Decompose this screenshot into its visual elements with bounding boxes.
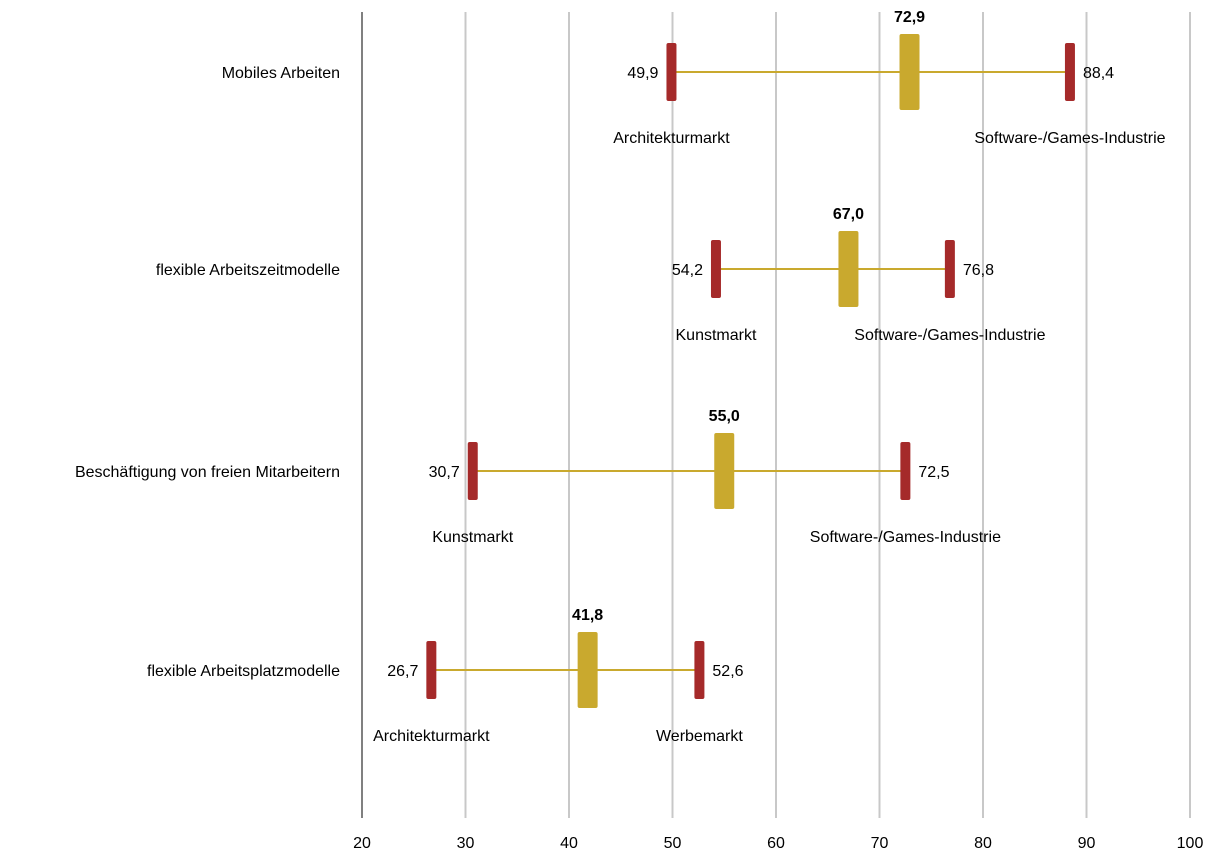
category-label: Mobiles Arbeiten — [222, 65, 340, 82]
chart-row: Beschäftigung von freien Mitarbeitern 30,… — [75, 408, 1001, 546]
max-marker — [1064, 43, 1075, 101]
x-tick-label: 20 — [353, 835, 371, 852]
mean-value-label: 41,8 — [572, 607, 603, 624]
min-marker — [426, 641, 437, 699]
chart-rows: Mobiles Arbeiten 49,9 88,4 72,9 Architekturm… — [75, 9, 1166, 745]
x-tick-label: 30 — [457, 835, 475, 852]
max-value-label: 72,5 — [918, 464, 949, 481]
mean-marker — [838, 231, 859, 307]
gridlines — [361, 12, 1191, 818]
mean-value-label: 67,0 — [833, 206, 864, 223]
min-marker — [467, 442, 478, 500]
mean-marker — [899, 34, 920, 110]
mean-value-label: 72,9 — [894, 9, 925, 26]
x-axis-tick-labels: 20 30 40 50 60 70 80 90 100 — [353, 835, 1203, 852]
chart-row: flexible Arbeitsplatzmodelle 26,7 52,6 41,8… — [147, 607, 744, 745]
x-tick-label: 80 — [974, 835, 992, 852]
category-label: flexible Arbeitszeitmodelle — [156, 262, 340, 279]
mean-value-label: 55,0 — [709, 408, 740, 425]
max-market-label: Software-/Games-Industrie — [854, 327, 1045, 344]
min-market-label: Kunstmarkt — [432, 529, 513, 546]
mean-marker — [714, 433, 735, 509]
min-market-label: Kunstmarkt — [676, 327, 757, 344]
min-market-label: Architekturmarkt — [613, 130, 730, 147]
max-market-label: Software-/Games-Industrie — [974, 130, 1165, 147]
category-label: Beschäftigung von freien Mitarbeitern — [75, 464, 340, 481]
max-market-label: Software-/Games-Industrie — [810, 529, 1001, 546]
x-tick-label: 50 — [664, 835, 682, 852]
max-marker — [944, 240, 955, 298]
min-value-label: 30,7 — [429, 464, 460, 481]
min-marker — [710, 240, 721, 298]
max-value-label: 52,6 — [712, 663, 743, 680]
category-label: flexible Arbeitsplatzmodelle — [147, 663, 340, 680]
max-value-label: 88,4 — [1083, 65, 1114, 82]
x-tick-label: 100 — [1177, 835, 1204, 852]
max-value-label: 76,8 — [963, 262, 994, 279]
x-tick-label: 70 — [871, 835, 889, 852]
min-value-label: 54,2 — [672, 262, 703, 279]
max-marker — [900, 442, 911, 500]
chart-row: Mobiles Arbeiten 49,9 88,4 72,9 Architekturm… — [222, 9, 1166, 147]
min-value-label: 49,9 — [627, 65, 658, 82]
min-marker — [666, 43, 677, 101]
x-tick-label: 40 — [560, 835, 578, 852]
chart-row: flexible Arbeitszeitmodelle 54,2 76,8 67,0 K… — [156, 206, 1046, 344]
max-marker — [694, 641, 705, 699]
mean-marker — [577, 632, 598, 708]
x-tick-label: 60 — [767, 835, 785, 852]
min-value-label: 26,7 — [387, 663, 418, 680]
min-market-label: Architekturmarkt — [373, 728, 490, 745]
max-market-label: Werbemarkt — [656, 728, 743, 745]
x-tick-label: 90 — [1078, 835, 1096, 852]
